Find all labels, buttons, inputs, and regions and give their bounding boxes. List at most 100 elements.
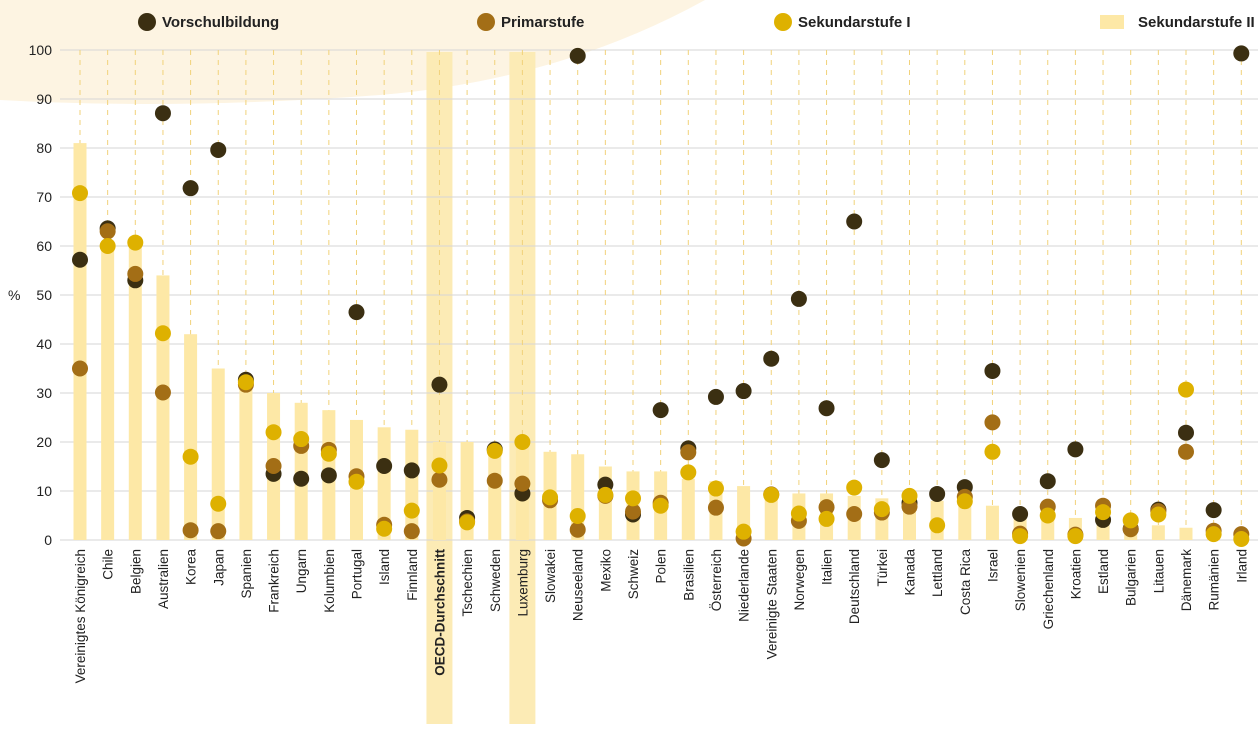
- x-tick-costa-rica: Costa Rica: [958, 549, 973, 616]
- y-tick-70: 70: [36, 189, 52, 205]
- dot-sekundarstufe-i-bulgarien: [1122, 512, 1139, 529]
- y-tick-60: 60: [36, 238, 52, 254]
- dot-vorschulbildung-japan: [210, 141, 227, 158]
- x-tick-kolumbien: Kolumbien: [322, 549, 337, 613]
- dot-sekundarstufe-i-portugal: [348, 473, 365, 490]
- dot-sekundarstufe-i-belgien: [127, 234, 144, 251]
- dot-primarstufe-japan: [210, 523, 227, 540]
- bar-spanien: [239, 378, 253, 540]
- dot-sekundarstufe-i-rumaenien: [1205, 526, 1222, 543]
- bar-korea: [184, 334, 198, 540]
- dot-sekundarstufe-i-slowakei: [542, 489, 559, 506]
- x-tick-oesterreich: Österreich: [709, 549, 724, 611]
- bar-island: [377, 427, 391, 540]
- y-tick-100: 100: [29, 42, 53, 58]
- x-tick-brasilien: Brasilien: [681, 549, 696, 601]
- dot-primarstufe-schweden: [486, 472, 503, 489]
- dot-sekundarstufe-i-tuerkei: [873, 501, 890, 518]
- dot-primarstufe-luxemburg: [514, 475, 531, 492]
- x-tick-tschechien: Tschechien: [460, 549, 475, 617]
- dot-vorschulbildung-niederlande: [735, 383, 752, 400]
- dot-vorschulbildung-portugal: [348, 304, 365, 321]
- dot-vorschulbildung-kolumbien: [320, 467, 337, 484]
- legend-label-vorschulbildung: Vorschulbildung: [162, 14, 279, 31]
- legend-label-primarstufe: Primarstufe: [501, 14, 584, 31]
- x-tick-israel: Israel: [985, 549, 1000, 582]
- x-tick-australien: Australien: [156, 549, 171, 609]
- y-tick-30: 30: [36, 385, 52, 401]
- bar-vereinigtes-koenigreich: [73, 143, 87, 540]
- dot-sekundarstufe-i-norwegen: [790, 505, 807, 522]
- x-tick-litauen: Litauen: [1151, 549, 1166, 593]
- x-tick-korea: Korea: [184, 549, 199, 586]
- dot-primarstufe-vereinigtes-koenigreich: [72, 360, 88, 377]
- bar-vereinigte-staaten: [764, 491, 778, 540]
- dot-sekundarstufe-i-finnland: [403, 502, 420, 519]
- x-tick-neuseeland: Neuseeland: [571, 549, 586, 621]
- bar-chile: [101, 246, 115, 540]
- bar-daenemark: [1179, 527, 1193, 540]
- x-tick-polen: Polen: [654, 549, 669, 584]
- x-tick-rumaenien: Rumänien: [1207, 549, 1222, 611]
- dot-vorschulbildung-daenemark: [1178, 424, 1194, 441]
- dot-vorschulbildung-polen: [652, 402, 669, 419]
- dot-sekundarstufe-i-niederlande: [735, 523, 752, 540]
- x-tick-slowenien: Slowenien: [1013, 549, 1028, 611]
- dot-vorschulbildung-griechenland: [1039, 473, 1056, 490]
- dot-vorschulbildung-australien: [154, 105, 171, 122]
- x-tick-irland: Irland: [1234, 549, 1249, 583]
- dot-sekundarstufe-i-litauen: [1150, 506, 1167, 523]
- dot-sekundarstufe-i-daenemark: [1178, 381, 1194, 398]
- dot-vorschulbildung-lettland: [929, 485, 946, 502]
- dot-vorschulbildung-slowenien: [1012, 506, 1029, 523]
- dot-sekundarstufe-i-korea: [182, 448, 199, 465]
- dot-primarstufe-finnland: [403, 523, 420, 540]
- x-tick-oecd-durchschnitt: OECD-Durchschnitt: [432, 549, 447, 676]
- dot-primarstufe-oecd-durchschnitt: [431, 471, 448, 488]
- x-tick-lettland: Lettland: [930, 549, 945, 597]
- x-axis-ticks: Vereinigtes Königreich Chile Belgien Austra…: [73, 549, 1249, 684]
- dot-vorschulbildung-kroatien: [1067, 441, 1084, 458]
- dot-vorschulbildung-finnland: [403, 462, 420, 479]
- dot-sekundarstufe-i-costa-rica: [956, 493, 973, 510]
- bar-israel: [985, 505, 999, 540]
- x-tick-tuerkei: Türkei: [875, 549, 890, 587]
- y-tick-0: 0: [44, 532, 52, 548]
- y-tick-40: 40: [36, 336, 52, 352]
- x-tick-italien: Italien: [820, 549, 835, 585]
- legend-swatch-vorschulbildung: [138, 13, 156, 31]
- x-tick-griechenland: Griechenland: [1041, 549, 1056, 629]
- dot-sekundarstufe-i-vereinigte-staaten: [763, 486, 780, 503]
- dot-primarstufe-korea: [182, 522, 199, 539]
- dot-vorschulbildung-korea: [182, 180, 199, 197]
- bar-japan: [211, 368, 225, 540]
- dot-sekundarstufe-i-japan: [210, 495, 227, 512]
- dot-sekundarstufe-i-polen: [652, 497, 669, 514]
- x-tick-deutschland: Deutschland: [847, 549, 862, 624]
- background-blob: [0, 0, 705, 104]
- dot-primarstufe-schweiz: [625, 503, 641, 520]
- dot-primarstufe-frankreich: [265, 458, 282, 475]
- y-axis-ticks: 0 10 20 30 40 50 60 70 80 90 100: [29, 42, 53, 548]
- y-axis-label: %: [8, 287, 20, 303]
- dot-sekundarstufe-i-irland: [1233, 531, 1250, 548]
- x-tick-schweiz: Schweiz: [626, 549, 641, 600]
- dot-sekundarstufe-i-australien: [154, 325, 171, 342]
- x-tick-frankreich: Frankreich: [267, 549, 282, 613]
- dot-vorschulbildung-israel: [984, 362, 1001, 379]
- dot-sekundarstufe-i-neuseeland: [569, 507, 586, 524]
- bar-costa-rica: [958, 503, 972, 540]
- x-tick-belgien: Belgien: [128, 549, 143, 594]
- dot-vorschulbildung-oesterreich: [707, 388, 724, 405]
- dot-sekundarstufe-i-brasilien: [680, 464, 697, 481]
- legend-label-sekundarstufe-i: Sekundarstufe I: [798, 14, 911, 31]
- dot-primarstufe-italien: [818, 499, 835, 516]
- x-tick-japan: Japan: [211, 549, 226, 586]
- bar-oecd-durchschnitt: [432, 442, 446, 540]
- x-tick-mexiko: Mexiko: [598, 549, 613, 592]
- x-tick-slowakei: Slowakei: [543, 549, 558, 603]
- dot-sekundarstufe-i-schweden: [486, 442, 503, 459]
- legend: Vorschulbildung Primarstufe Sekundarstufe …: [138, 13, 1255, 31]
- dot-sekundarstufe-i-mexiko: [597, 486, 614, 503]
